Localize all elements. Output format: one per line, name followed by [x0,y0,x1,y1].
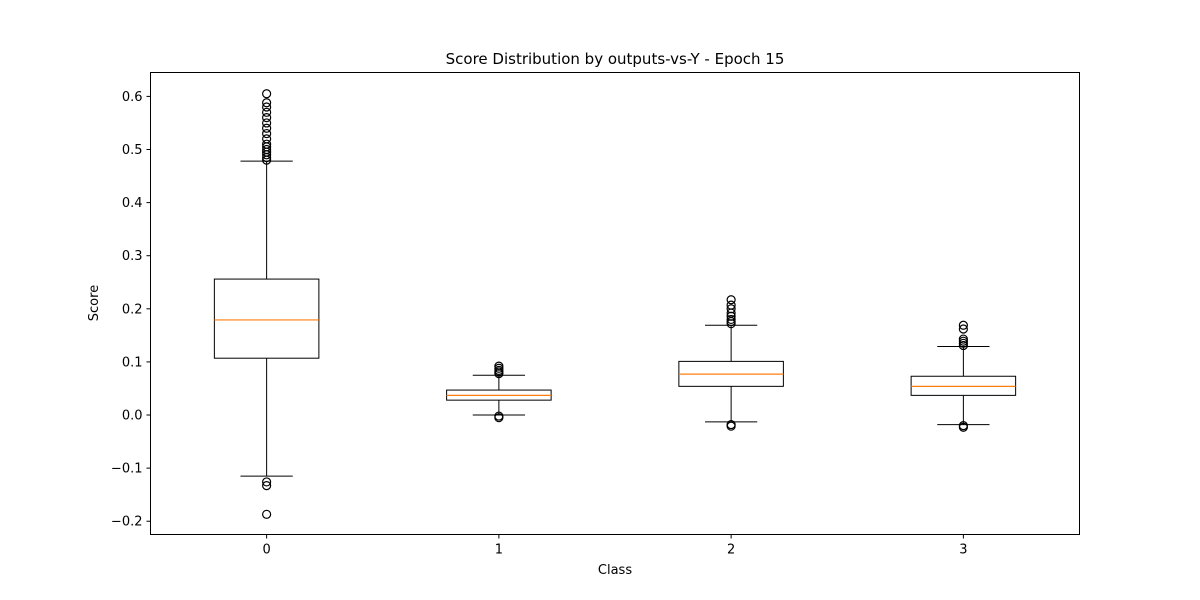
y-tick-label: 0.4 [122,196,143,211]
y-axis-label: Score [87,285,102,321]
y-tick-label: 0.0 [122,409,143,424]
x-axis-label: Class [598,563,632,578]
outlier-point [262,144,272,155]
outlier-point [262,118,272,128]
outlier-point [262,89,272,99]
outlier-point [262,107,272,117]
outlier-point [262,128,272,139]
outlier-point [726,421,736,431]
outlier-point [958,422,968,432]
outlier-point [726,300,736,310]
box-group-class-3 [910,320,1017,432]
outlier-point [262,123,272,133]
chart-title: Score Distribution by outputs-vs-Y - Epo… [446,50,785,68]
box-plots [213,89,1017,519]
outlier-point [262,139,272,149]
outlier-point [262,113,272,123]
x-tick-label: 1 [495,543,503,558]
outlier-point [958,334,968,344]
iqr-box [213,278,320,359]
y-tick-label: −0.2 [111,515,143,530]
y-tick-label: 0.3 [122,249,143,264]
x-tick-label: 0 [262,543,270,558]
x-tick-label: 3 [959,543,967,558]
outlier-point [958,320,968,330]
box-group-class-2 [678,295,784,431]
outlier-point [726,314,736,325]
y-tick-label: 0.1 [122,355,143,370]
box-group-class-1 [446,361,552,423]
outlier-point [262,477,272,487]
plot-area [150,72,1080,535]
y-tick-label: 0.5 [122,143,143,158]
outlier-point [262,509,272,519]
outlier-point [262,98,272,108]
outlier-point [494,361,504,371]
y-axis: −0.2 −0.1 0.0 0.1 0.2 0.3 0.4 0.5 0.6 [111,90,151,530]
y-tick-label: −0.1 [111,462,143,477]
outlier-point [958,324,968,334]
x-axis: 0 1 2 3 [262,534,968,558]
outlier-point [726,295,736,305]
outlier-point [494,413,504,423]
box-group-class-0 [213,89,320,519]
outlier-point [262,102,272,112]
outlier-point [262,481,272,491]
x-tick-label: 2 [727,543,735,558]
y-tick-label: 0.6 [122,90,143,105]
y-tick-label: 0.2 [122,302,143,317]
outlier-point [262,134,272,144]
outlier-point [726,304,736,314]
